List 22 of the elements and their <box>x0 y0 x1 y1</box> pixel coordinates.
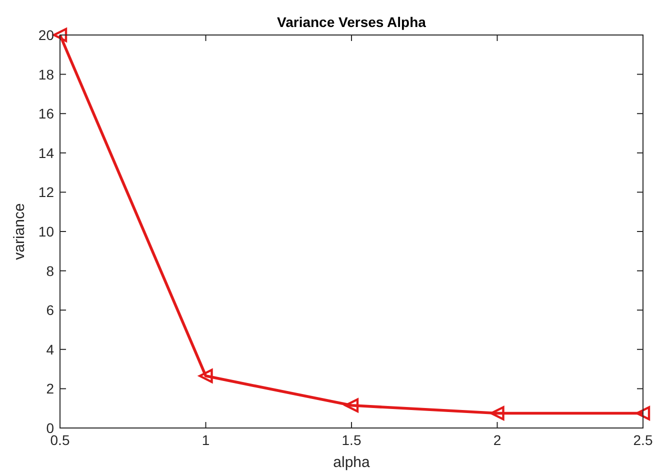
y-tick-label: 12 <box>38 184 54 200</box>
x-axis-title: alpha <box>333 454 371 471</box>
chart-title: Variance Verses Alpha <box>277 14 426 30</box>
point <box>344 398 359 413</box>
y-tick-label: 4 <box>46 341 54 358</box>
point <box>198 368 213 384</box>
x-tick-label: 1.5 <box>342 432 362 448</box>
y-tick-label: 8 <box>46 262 54 279</box>
x-tick-label: 2.5 <box>633 432 653 448</box>
x-tick-label: 2 <box>493 432 502 448</box>
point <box>636 406 650 420</box>
x-tick-label: 1 <box>202 432 210 448</box>
y-tick-label: 20 <box>38 27 54 43</box>
y-tick-label: 6 <box>46 302 54 318</box>
y-axis-title: variance <box>11 203 28 260</box>
y-tick-label: 10 <box>38 224 54 240</box>
y-tick-label: 18 <box>38 66 54 82</box>
y-tick-label: 14 <box>38 144 54 161</box>
y-tick-label: 16 <box>38 106 54 122</box>
point <box>52 28 68 42</box>
y-tick-label: 2 <box>46 380 54 397</box>
point <box>490 406 504 420</box>
